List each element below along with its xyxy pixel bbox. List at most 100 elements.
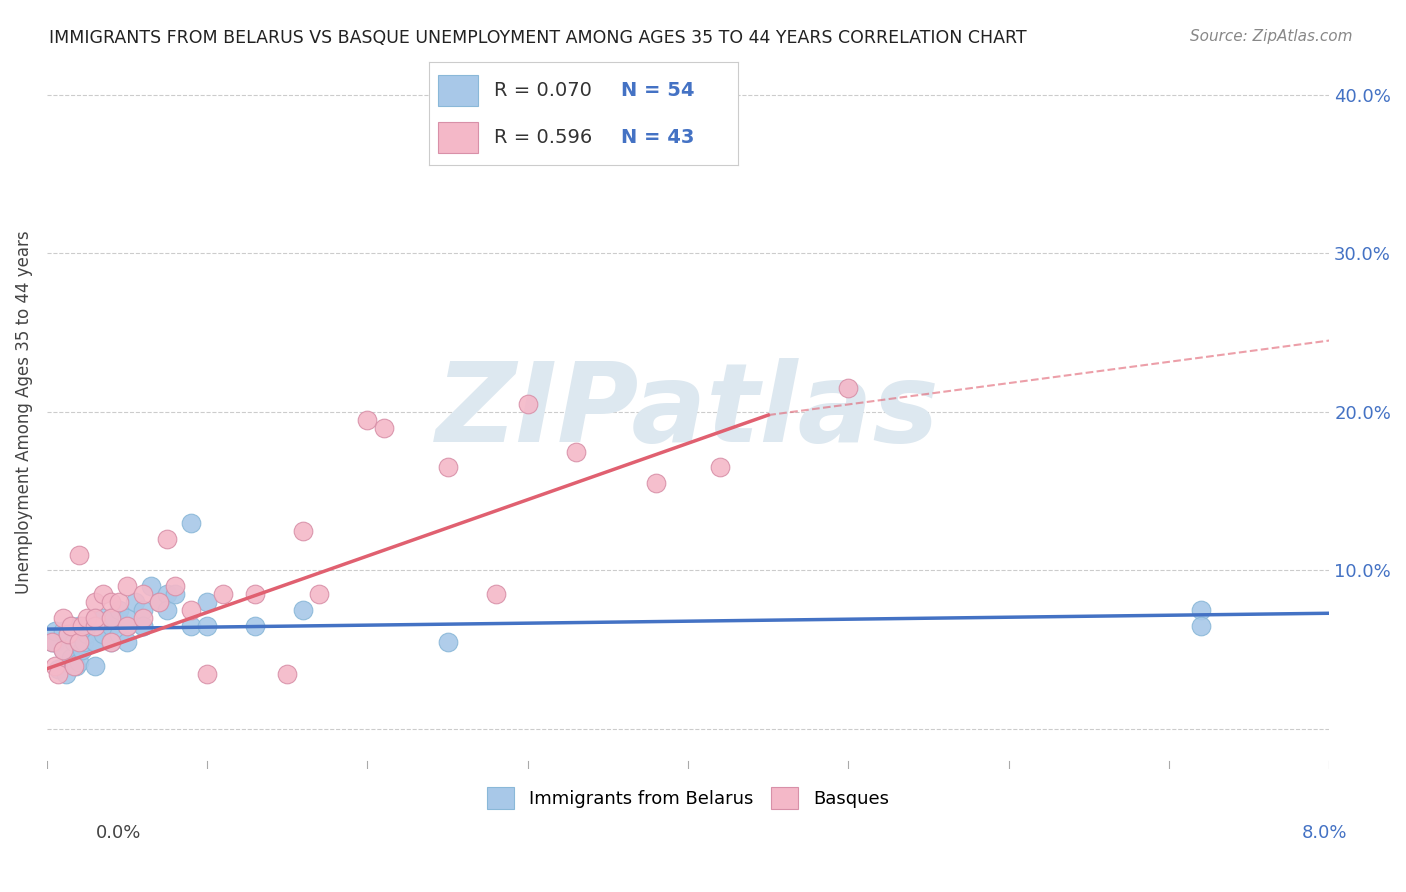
Point: [115, 619, 138, 633]
Point: [436, 460, 458, 475]
Point: [103, 611, 125, 625]
Point: [70, 642, 93, 657]
Point: [156, 587, 179, 601]
Point: [292, 603, 315, 617]
Text: R = 0.596: R = 0.596: [494, 128, 592, 147]
Text: N = 43: N = 43: [620, 128, 695, 147]
Point: [76, 627, 98, 641]
Point: [108, 627, 131, 641]
Point: [108, 595, 131, 609]
Point: [195, 595, 218, 609]
Point: [70, 619, 93, 633]
Point: [52, 624, 75, 638]
Point: [84, 611, 107, 625]
Point: [84, 611, 107, 625]
Point: [65, 658, 87, 673]
Point: [436, 635, 458, 649]
Point: [156, 532, 179, 546]
Point: [709, 460, 731, 475]
Point: [84, 635, 107, 649]
Point: [837, 381, 859, 395]
Point: [84, 619, 107, 633]
Point: [485, 587, 508, 601]
Point: [1189, 603, 1212, 617]
Point: [84, 595, 107, 609]
Point: [59, 650, 82, 665]
Text: IMMIGRANTS FROM BELARUS VS BASQUE UNEMPLOYMENT AMONG AGES 35 TO 44 YEARS CORRELA: IMMIGRANTS FROM BELARUS VS BASQUE UNEMPL…: [49, 29, 1026, 46]
Point: [132, 619, 155, 633]
Point: [148, 595, 170, 609]
Point: [100, 635, 122, 649]
Point: [115, 635, 138, 649]
Point: [165, 579, 187, 593]
Point: [195, 666, 218, 681]
Point: [180, 603, 202, 617]
Point: [73, 635, 96, 649]
Point: [115, 619, 138, 633]
Point: [67, 548, 90, 562]
Point: [76, 619, 98, 633]
Point: [41, 635, 63, 649]
Point: [565, 444, 588, 458]
Point: [132, 603, 155, 617]
Point: [292, 524, 315, 538]
Point: [84, 619, 107, 633]
Point: [46, 666, 69, 681]
Text: ZIPatlas: ZIPatlas: [436, 359, 941, 466]
Point: [1189, 619, 1212, 633]
Point: [100, 611, 122, 625]
Point: [132, 587, 155, 601]
Point: [44, 624, 66, 638]
Point: [76, 611, 98, 625]
Legend: Immigrants from Belarus, Basques: Immigrants from Belarus, Basques: [479, 780, 896, 817]
Point: [56, 627, 79, 641]
FancyBboxPatch shape: [439, 122, 478, 153]
Point: [52, 642, 75, 657]
Point: [100, 635, 122, 649]
Point: [59, 619, 82, 633]
Point: [41, 635, 63, 649]
Point: [89, 619, 111, 633]
Point: [276, 666, 298, 681]
Point: [63, 635, 86, 649]
Point: [139, 579, 162, 593]
Point: [108, 603, 131, 617]
Text: R = 0.070: R = 0.070: [494, 80, 592, 100]
Y-axis label: Unemployment Among Ages 35 to 44 years: Unemployment Among Ages 35 to 44 years: [15, 230, 32, 594]
Point: [55, 666, 77, 681]
Point: [46, 662, 69, 676]
Point: [100, 619, 122, 633]
Point: [91, 587, 114, 601]
Point: [148, 595, 170, 609]
Point: [245, 619, 267, 633]
Point: [180, 619, 202, 633]
Point: [195, 619, 218, 633]
Point: [115, 611, 138, 625]
Point: [67, 627, 90, 641]
Point: [100, 595, 122, 609]
Point: [132, 611, 155, 625]
Point: [212, 587, 235, 601]
Text: 0.0%: 0.0%: [96, 824, 141, 842]
Point: [180, 516, 202, 530]
Point: [165, 587, 187, 601]
Point: [132, 619, 155, 633]
Point: [44, 658, 66, 673]
Point: [67, 635, 90, 649]
Point: [516, 397, 538, 411]
Point: [67, 619, 90, 633]
Point: [91, 611, 114, 625]
Text: 8.0%: 8.0%: [1302, 824, 1347, 842]
Text: Source: ZipAtlas.com: Source: ZipAtlas.com: [1189, 29, 1353, 44]
Point: [91, 627, 114, 641]
Point: [56, 627, 79, 641]
Point: [52, 611, 75, 625]
Point: [245, 587, 267, 601]
Point: [59, 619, 82, 633]
Point: [100, 611, 122, 625]
Point: [115, 579, 138, 593]
Point: [84, 658, 107, 673]
Text: N = 54: N = 54: [620, 80, 695, 100]
Point: [52, 642, 75, 657]
FancyBboxPatch shape: [439, 75, 478, 105]
